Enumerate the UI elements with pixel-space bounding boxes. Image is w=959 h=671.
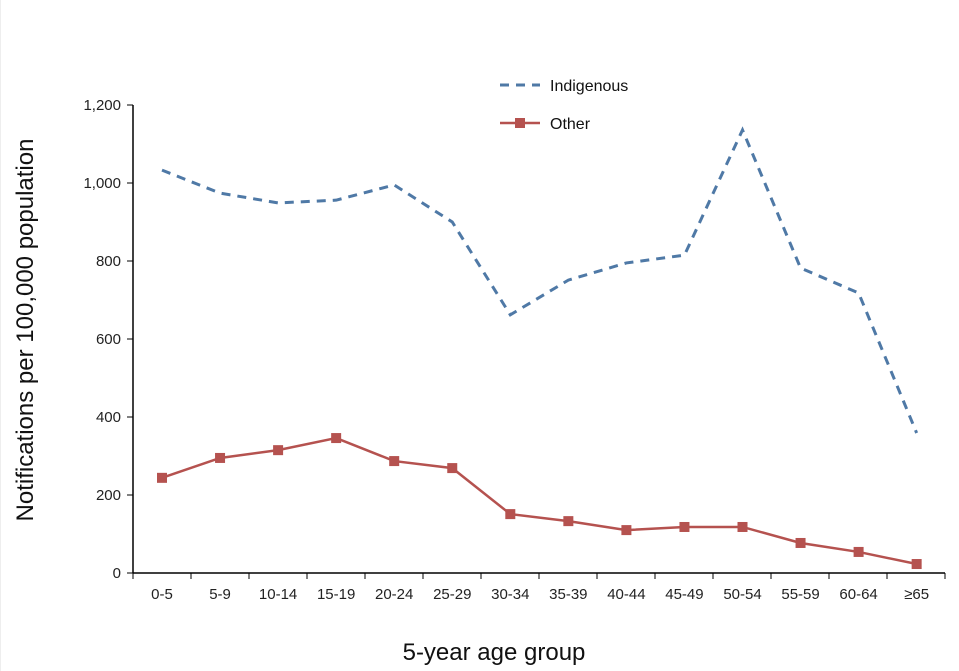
data-point-other xyxy=(331,433,342,444)
x-tick-label: 45-49 xyxy=(665,586,703,603)
series-line-other xyxy=(161,436,917,566)
data-point-other xyxy=(853,546,864,557)
x-tick-label: 25-29 xyxy=(433,586,471,603)
x-tick-label: 55-59 xyxy=(781,586,819,603)
data-point-other xyxy=(157,472,167,483)
x-tick-label: 60-64 xyxy=(839,586,877,603)
legend-label: Indigenous xyxy=(550,78,628,95)
data-point-other xyxy=(273,445,284,456)
x-tick-label: 10-14 xyxy=(259,586,297,603)
x-tick-label: 20-24 xyxy=(375,586,413,603)
data-point-other xyxy=(621,525,632,536)
data-point-other xyxy=(215,452,226,463)
y-tick-label: 1,200 xyxy=(83,97,121,114)
y-tick-label: 0 xyxy=(113,565,121,582)
legend-marker xyxy=(515,118,525,128)
x-tick-label: 35-39 xyxy=(549,586,587,603)
legend-label: Other xyxy=(550,116,591,133)
data-point-other xyxy=(911,559,922,570)
data-point-other xyxy=(679,521,690,532)
data-point-other xyxy=(795,537,806,548)
data-point-other xyxy=(447,463,458,474)
series-line-indigenous xyxy=(161,126,919,434)
y-axis-label: Notifications per 100,000 population xyxy=(12,139,39,522)
y-tick-label: 600 xyxy=(96,331,121,348)
data-point-other xyxy=(389,456,400,467)
x-tick-label: 0-5 xyxy=(151,586,173,603)
x-axis-label: 5-year age group xyxy=(403,639,586,666)
x-tick-label: ≥65 xyxy=(904,586,929,603)
x-tick-label: 30-34 xyxy=(491,586,529,603)
y-tick-label: 1,000 xyxy=(83,175,121,192)
data-point-other xyxy=(737,521,748,532)
x-tick-label: 15-19 xyxy=(317,586,355,603)
x-tick-label: 5-9 xyxy=(209,586,231,603)
data-point-other xyxy=(563,516,574,527)
data-point-other xyxy=(505,509,516,520)
y-tick-label: 800 xyxy=(96,253,121,270)
x-tick-label: 40-44 xyxy=(607,586,645,603)
y-tick-label: 400 xyxy=(96,409,121,426)
y-tick-label: 200 xyxy=(96,487,121,504)
x-tick-label: 50-54 xyxy=(723,586,761,603)
